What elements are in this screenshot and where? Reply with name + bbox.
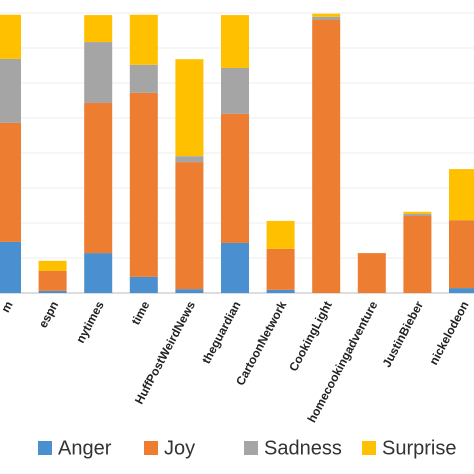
bar-segment	[449, 220, 474, 289]
x-tick-label: theguardian	[199, 299, 244, 366]
bar-segment	[221, 113, 249, 243]
legend-swatch	[362, 441, 376, 455]
legend-swatch	[244, 441, 258, 455]
x-tick-label: time	[128, 299, 152, 328]
x-tick-label: nickelodeon	[426, 299, 471, 367]
bar-segment	[0, 122, 21, 242]
bar-segment	[129, 276, 158, 293]
bar-segment	[221, 15, 249, 68]
bar-segment	[175, 289, 204, 293]
bar-segment	[312, 13, 341, 17]
bar-segment	[84, 102, 113, 254]
bar-segment	[38, 270, 67, 291]
bar-segment	[38, 260, 67, 271]
bar-segment	[129, 92, 158, 277]
x-tick-label: CartoonNetwork	[233, 299, 289, 388]
bar-segment	[0, 14, 21, 59]
bar-segment	[84, 253, 113, 293]
bar-segment	[357, 253, 386, 293]
bar-segment	[221, 67, 249, 114]
bar-segment	[449, 169, 474, 221]
bar-segment	[129, 14, 158, 65]
bar-segment	[403, 213, 432, 216]
bar-segment	[175, 156, 204, 163]
legend-label: Surprise	[382, 437, 456, 459]
x-tick-label: m	[0, 299, 16, 315]
bar-segment	[175, 59, 204, 157]
x-tick-label: nytimes	[73, 299, 107, 346]
legend-label: Sadness	[264, 437, 342, 459]
legend-label: Anger	[58, 437, 112, 459]
x-tick-label: espn	[36, 299, 62, 330]
legend-swatch	[144, 441, 158, 455]
bar-segment	[84, 15, 113, 43]
bar-segment	[266, 220, 295, 249]
bar-segment	[38, 290, 67, 293]
x-tick-label: CookingLight	[286, 299, 335, 374]
x-tick-label: JustinBieber	[380, 299, 427, 370]
bar-segment	[403, 216, 432, 293]
bar-segment	[0, 58, 21, 123]
bar-segment	[449, 288, 474, 293]
bar-segment	[266, 289, 295, 293]
bar-segment	[0, 241, 21, 293]
legend-swatch	[38, 441, 52, 455]
bar-segment	[266, 248, 295, 290]
bar-segment	[175, 162, 204, 290]
bar-segment	[312, 16, 341, 20]
bar-segment	[312, 20, 341, 293]
legend-label: Joy	[164, 437, 195, 459]
bar-segment	[221, 242, 249, 293]
bar-segment	[84, 42, 113, 103]
bar-segment	[403, 211, 432, 214]
bar-segment	[129, 64, 158, 93]
